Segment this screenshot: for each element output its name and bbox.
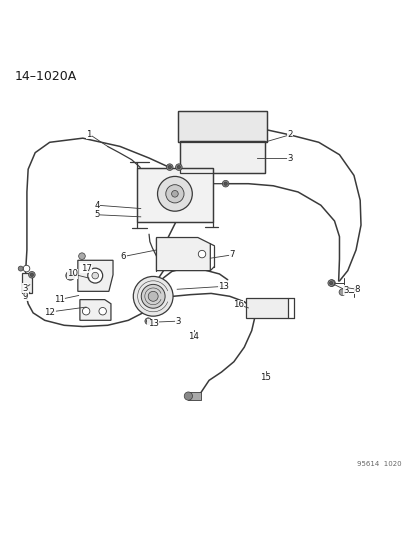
Text: 3: 3 [286, 154, 292, 163]
Text: 11: 11 [54, 295, 64, 304]
Circle shape [82, 308, 90, 315]
Circle shape [338, 289, 345, 295]
Bar [136, 168, 213, 222]
Circle shape [157, 176, 192, 211]
Text: 14–1020A: 14–1020A [14, 70, 76, 83]
Circle shape [88, 268, 102, 283]
Circle shape [329, 281, 332, 285]
Circle shape [99, 308, 106, 315]
Text: 14: 14 [188, 333, 199, 341]
Circle shape [222, 180, 228, 187]
Bar [246, 297, 287, 318]
Circle shape [148, 292, 158, 301]
Circle shape [92, 272, 98, 279]
Bar [178, 111, 266, 142]
Text: 13: 13 [218, 282, 228, 291]
Text: 15: 15 [260, 373, 271, 382]
Circle shape [146, 319, 150, 323]
Circle shape [165, 185, 183, 203]
Circle shape [78, 253, 85, 260]
Circle shape [23, 265, 30, 272]
Bar [136, 168, 213, 222]
Circle shape [171, 190, 178, 197]
Text: 3: 3 [22, 284, 28, 293]
Text: 4: 4 [94, 201, 100, 209]
Text: 10: 10 [67, 270, 78, 278]
Circle shape [141, 285, 165, 308]
Circle shape [166, 164, 173, 171]
Polygon shape [80, 300, 111, 320]
Text: 8: 8 [353, 285, 359, 294]
Text: 12: 12 [44, 308, 55, 317]
Bar [180, 141, 264, 173]
Text: 17: 17 [81, 264, 91, 273]
Circle shape [223, 182, 227, 185]
Circle shape [198, 251, 205, 258]
Text: 95614  1020: 95614 1020 [356, 462, 401, 467]
Circle shape [177, 165, 180, 169]
Text: 13: 13 [147, 319, 158, 328]
Circle shape [28, 271, 35, 278]
Text: 2: 2 [286, 131, 292, 139]
Circle shape [168, 165, 171, 169]
Bar [21, 273, 32, 293]
Text: 16: 16 [232, 300, 243, 309]
Polygon shape [78, 260, 113, 292]
Text: 9: 9 [23, 292, 28, 301]
Circle shape [145, 318, 151, 325]
Text: 3: 3 [175, 317, 180, 326]
Text: 6: 6 [120, 252, 126, 261]
Bar [188, 392, 200, 400]
Text: 1: 1 [86, 130, 92, 139]
Text: 5: 5 [94, 210, 100, 219]
Text: 7: 7 [228, 251, 234, 260]
Circle shape [133, 277, 173, 316]
Circle shape [66, 271, 75, 280]
Circle shape [18, 266, 23, 271]
Circle shape [30, 273, 33, 277]
Circle shape [328, 280, 335, 286]
Bar [180, 141, 264, 173]
Bar [178, 111, 266, 142]
Polygon shape [156, 238, 210, 271]
Circle shape [184, 392, 192, 400]
Circle shape [327, 280, 334, 286]
Text: 3: 3 [342, 286, 348, 295]
Circle shape [175, 164, 182, 171]
